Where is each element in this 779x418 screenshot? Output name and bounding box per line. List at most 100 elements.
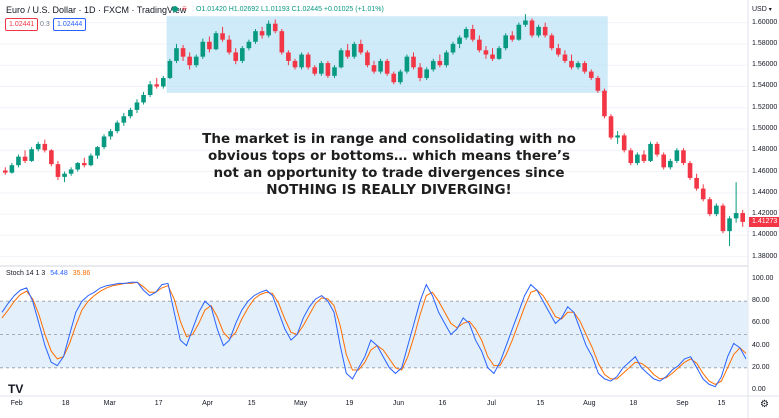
time-axis-label: 17 xyxy=(154,400,163,407)
candle-body xyxy=(213,33,219,50)
candle xyxy=(470,24,476,42)
candle xyxy=(220,26,225,42)
candle-body xyxy=(68,169,74,174)
candle-body xyxy=(700,188,706,200)
candle xyxy=(503,33,508,51)
candle xyxy=(305,52,311,70)
candle-body xyxy=(253,31,258,42)
candle-body xyxy=(154,84,160,87)
candle-body xyxy=(351,43,357,57)
candle xyxy=(49,149,54,167)
stochastic-axis-label: 40.00 xyxy=(752,341,770,349)
price-axis-label: 1.60000 xyxy=(752,18,778,26)
candle xyxy=(740,209,746,227)
candle xyxy=(68,167,74,176)
candle xyxy=(694,173,699,191)
stochastic-axis-label: 80.00 xyxy=(752,297,770,305)
candle-body xyxy=(529,20,535,36)
candle xyxy=(253,29,258,44)
candle xyxy=(398,69,403,85)
candle xyxy=(575,60,581,70)
candle-body xyxy=(121,116,127,123)
candle-body xyxy=(430,60,436,70)
currency-selector[interactable]: USD ▾ xyxy=(752,6,772,13)
candle xyxy=(404,54,410,74)
candle-body xyxy=(569,60,574,68)
candle-body xyxy=(707,199,713,215)
candle-body xyxy=(496,48,502,59)
stochastic-levels xyxy=(0,300,748,369)
candle xyxy=(384,58,390,76)
candle-body xyxy=(424,69,429,78)
candle-body xyxy=(635,154,640,164)
candle-body xyxy=(503,35,508,49)
candle xyxy=(687,160,693,181)
price-axis-label: 1.42000 xyxy=(752,210,778,218)
candle-body xyxy=(55,164,61,177)
candle-body xyxy=(279,31,285,53)
candle xyxy=(338,48,344,69)
candle-body xyxy=(477,39,482,51)
candle-body xyxy=(141,94,146,103)
candle xyxy=(207,36,212,53)
candle xyxy=(351,41,357,59)
candles xyxy=(2,14,746,247)
tradingview-logo-icon[interactable]: TV xyxy=(8,382,24,396)
candle-body xyxy=(470,29,476,40)
candle xyxy=(319,60,324,76)
candle xyxy=(595,75,601,93)
candle xyxy=(22,150,28,164)
candle xyxy=(272,19,278,34)
menu-icon[interactable]: ≡ xyxy=(182,4,187,13)
candle-body xyxy=(391,73,397,83)
time-axis-label: May xyxy=(293,400,308,407)
candle xyxy=(147,81,153,98)
candle xyxy=(411,52,416,70)
gear-icon[interactable]: ⚙ xyxy=(760,399,769,410)
buy-button[interactable]: 1.02444 xyxy=(53,18,87,31)
candle xyxy=(2,167,8,175)
time-axis-label: 19 xyxy=(345,400,354,407)
stochastic-axis-label: 100.00 xyxy=(752,275,774,282)
candle-body xyxy=(81,163,87,166)
candle xyxy=(226,35,232,55)
candle-body xyxy=(62,173,67,177)
stochastic-name: Stoch 14 1 3 xyxy=(6,270,46,277)
candle-body xyxy=(220,33,225,40)
candle-body xyxy=(417,67,423,78)
candle xyxy=(529,18,535,38)
candle xyxy=(154,77,160,89)
price-axis-label: 1.54000 xyxy=(752,82,778,90)
candle-body xyxy=(582,63,587,72)
candle-body xyxy=(292,60,298,68)
time-axis-label: Jul xyxy=(486,400,496,407)
grid-lines xyxy=(0,22,748,258)
candle xyxy=(292,58,298,70)
candle-body xyxy=(2,170,8,173)
stochastic-axis-label: 0.00 xyxy=(752,386,766,393)
candle-body xyxy=(542,26,548,36)
candle xyxy=(417,63,423,82)
candle xyxy=(635,152,640,166)
candle-body xyxy=(588,71,594,78)
candle xyxy=(444,50,449,68)
price-axis-label: 1.48000 xyxy=(752,146,778,154)
candle-body xyxy=(562,54,568,61)
candle xyxy=(378,58,383,74)
candle-body xyxy=(628,150,634,164)
candle xyxy=(621,133,627,153)
candle xyxy=(700,184,706,202)
time-axis-label: Aug xyxy=(583,400,596,407)
candle xyxy=(141,91,146,105)
candle-body xyxy=(681,150,686,164)
candle xyxy=(641,150,647,164)
symbol-title[interactable]: Euro / U.S. Dollar · 1D · FXCM · Trading… xyxy=(6,5,187,15)
candle-body xyxy=(556,48,561,55)
sell-button[interactable]: 1.02441 xyxy=(5,18,39,31)
stochastic-k-line xyxy=(1,281,747,388)
candle xyxy=(62,171,67,183)
stochastic-header[interactable]: Stoch 14 1 3 54.48 35.86 xyxy=(6,270,90,277)
candle-body xyxy=(187,56,192,66)
candle-body xyxy=(16,156,21,166)
